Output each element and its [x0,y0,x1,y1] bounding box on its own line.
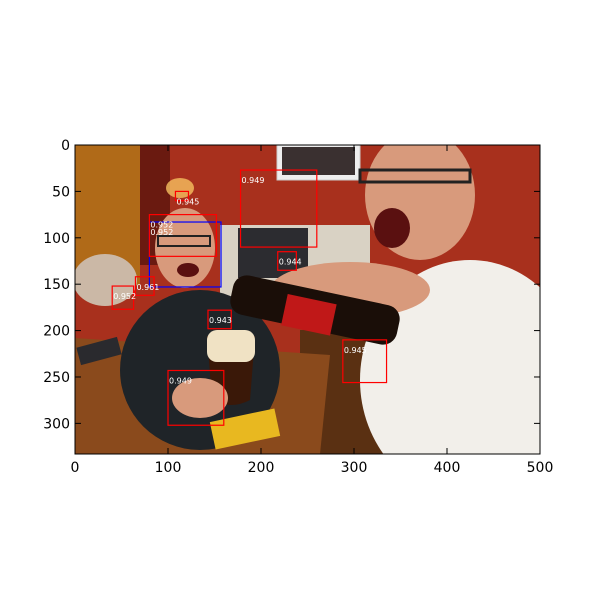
detection-box [342,339,388,384]
detection-score-label: 0.943 [209,316,232,325]
left-man-head [155,208,215,288]
rug-fur [75,254,137,306]
x-tick-label: 200 [248,460,275,476]
photo [75,145,540,454]
left-man-hand [172,378,228,418]
y-tick-label: 150 [43,277,70,293]
detection-score-label: 0.952 [150,221,173,230]
axes-frame [74,144,541,455]
x-tick-label: 400 [434,460,461,476]
bottle-label [281,293,337,336]
detection-score-label: 0.952 [113,292,136,301]
detection-box [239,169,318,248]
y-tick-label: 100 [43,231,70,247]
lamp-glow [166,178,194,198]
y-tick-label: 250 [43,370,70,386]
detections-layer: 0.9490.9450.9520.9520.9440.9610.9520.943… [111,169,388,426]
picture-content [282,147,355,175]
detection-box [111,285,135,310]
y-tick-label: 300 [43,416,70,432]
detection-score-label: 0.945 [344,346,367,355]
x-axis: 0 100 200 300 400 500 [71,145,554,476]
left-man-glasses [157,235,211,247]
x-tick-label: 0 [71,460,80,476]
detection-box [167,369,225,426]
detection-box [174,190,190,202]
detection-score-label: 0.949 [169,376,192,385]
detection-score-label: 0.949 [242,176,265,185]
y-tick-label: 200 [43,324,70,340]
x-tick-label: 500 [527,460,554,476]
y-tick-label: 0 [61,138,70,154]
y-axis: 0 50 100 150 200 250 300 [43,138,540,432]
detection-box [207,309,232,330]
x-tick-label: 100 [155,460,182,476]
detection-box [148,213,217,257]
right-man-mouth [374,208,410,248]
detection-box [134,276,155,296]
y-tick-label: 50 [52,184,70,200]
coaster [209,408,281,450]
beer-foam [207,330,255,362]
remote-control [76,336,122,366]
detection-box [277,251,297,271]
detection-score-label: 0.944 [279,258,302,267]
left-man-mouth [177,263,199,277]
detection-score-label: 0.961 [136,283,159,292]
detection-score-label: 0.952 [150,228,173,237]
x-tick-label: 300 [341,460,368,476]
right-man-glasses [358,168,472,184]
detection-score-label: 0.945 [176,197,199,206]
